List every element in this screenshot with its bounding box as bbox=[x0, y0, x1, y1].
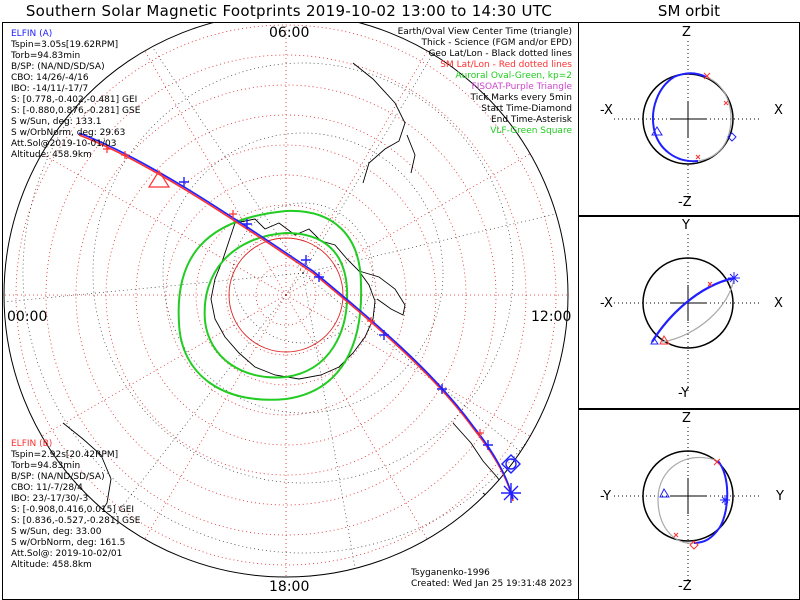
credit-text: Tsyganenko-1996 Created: Wed Jan 25 19:3… bbox=[411, 568, 572, 590]
elfin-a-line: Tspin=3.05s[19.62RPM] bbox=[11, 40, 119, 50]
elfin-a-line: S: [-0.880,0.876,-0.281] GSE bbox=[11, 106, 141, 116]
plot-title: Southern Solar Magnetic Footprints 2019-… bbox=[25, 2, 553, 20]
elfin-a-line: IBO: -14/11/-17/7 bbox=[11, 84, 89, 94]
elfin-a-line: CBO: 14/26/-4/16 bbox=[11, 73, 89, 83]
orbit-panel-xz: Z -Z -X X bbox=[578, 22, 800, 217]
axis-top: Y bbox=[682, 218, 690, 233]
hour-label-bottom: 18:00 bbox=[269, 579, 310, 595]
axis-left: -Y bbox=[600, 489, 612, 504]
geo-grid bbox=[4, 23, 568, 577]
elfin-a-line: B/SP: (NA/ND/SD/SA) bbox=[11, 62, 105, 72]
elfin-a-line: S w/OrbNorm, deg: 29.63 bbox=[11, 128, 126, 138]
elfin-b-line: CBO: 11/-7/28/4 bbox=[11, 483, 83, 493]
orbit-panel-yz: Z -Z -Y Y bbox=[578, 408, 800, 600]
elfin-a-track bbox=[78, 132, 514, 500]
legend-item: Geo Lat/Lon - Black dotted lines bbox=[428, 49, 572, 59]
africa-coastline bbox=[352, 62, 406, 184]
model-name: Tsyganenko-1996 bbox=[411, 568, 490, 578]
polar-map bbox=[3, 23, 569, 578]
elfin-b-line: Altitude: 458.8km bbox=[11, 560, 92, 570]
elfin-a-info: ELFIN (A) Tspin=3.05s[19.62RPM] Torb=94.… bbox=[11, 29, 140, 161]
legend-item: FISOAT-Purple Triangle bbox=[471, 82, 572, 92]
elfin-b-line: S: [-0.908,0.416,0.015] GEI bbox=[11, 505, 135, 515]
elfin-a-line: Att.Sol@2019-10-01/03 bbox=[11, 139, 117, 149]
elfin-a-line: Torb=94.83min bbox=[11, 51, 81, 61]
axis-top: Z bbox=[682, 411, 691, 426]
legend-item: VLF-Green Square bbox=[490, 126, 572, 136]
orbit-panel-xy: Y -Y -X X bbox=[578, 215, 800, 410]
axis-right: X bbox=[774, 296, 783, 311]
legend-item: End Time-Asterisk bbox=[490, 115, 572, 125]
elfin-b-name: ELFIN (B) bbox=[11, 439, 53, 449]
legend-item: SM Lat/Lon - Red dotted lines bbox=[440, 60, 572, 70]
elfin-b-line: Torb=94.83min bbox=[11, 461, 81, 471]
auroral-oval-inner bbox=[203, 231, 349, 379]
antarctica-coastline bbox=[210, 218, 376, 380]
created-timestamp: Created: Wed Jan 25 19:31:48 2023 bbox=[411, 579, 573, 589]
axis-right: Y bbox=[776, 489, 784, 504]
hour-label-left: 00:00 bbox=[7, 309, 48, 325]
elfin-b-line: Att.Sol@: 2019-10-02/01 bbox=[11, 549, 123, 559]
axis-right: X bbox=[774, 103, 783, 118]
orbit-b-xy bbox=[661, 277, 735, 343]
view-center-triangle bbox=[147, 169, 171, 188]
legend-item: Thick - Science (FGM and/or EPD) bbox=[421, 38, 572, 48]
elfin-b-info: ELFIN (B) Tspin=2.92s[20.42RPM] Torb=94.… bbox=[11, 439, 140, 571]
orbit-a-xz bbox=[652, 76, 699, 163]
hour-label-right: 12:00 bbox=[531, 309, 572, 325]
axis-left: -X bbox=[600, 296, 613, 311]
hour-label-top: 06:00 bbox=[269, 25, 310, 41]
orbit-b-yz bbox=[657, 456, 719, 544]
legend-item: Earth/Oval View Center Time (triangle) bbox=[397, 27, 572, 37]
elfin-a-line: S w/Sun, deg: 133.1 bbox=[11, 117, 102, 127]
legend-item: Tick Marks every 5min bbox=[470, 93, 572, 103]
elfin-a-line: S: [0.778,-0.402,-0.481] GEI bbox=[11, 95, 138, 105]
elfin-b-line: IBO: 23/-17/30/-3 bbox=[11, 494, 89, 504]
footprint-map-panel: 06:00 00:00 12:00 18:00 ELFIN (A) Tspin=… bbox=[2, 22, 579, 600]
axis-top: Z bbox=[682, 25, 691, 40]
orbit-panel-title: SM orbit bbox=[657, 2, 721, 20]
elfin-b-line: S: [0.836,-0.527,-0.281] GSE bbox=[11, 516, 141, 526]
elfin-b-line: B/SP: (NA/ND/SD/SA) bbox=[11, 472, 105, 482]
elfin-a-line: Altitude: 458.9km bbox=[11, 150, 92, 160]
axis-bottom: -Z bbox=[678, 579, 692, 594]
elfin-b-track bbox=[78, 134, 514, 502]
elfin-b-ticks bbox=[229, 210, 484, 437]
orbit-a-xy bbox=[651, 276, 735, 343]
elfin-a-name: ELFIN (A) bbox=[11, 29, 53, 39]
antarctic-peninsula bbox=[358, 270, 406, 316]
axis-left: -X bbox=[600, 103, 613, 118]
elfin-b-line: S w/OrbNorm, deg: 161.5 bbox=[11, 538, 126, 548]
sm-lon-lines bbox=[4, 23, 568, 577]
elfin-b-line: Tspin=2.92s[20.42RPM] bbox=[11, 450, 119, 460]
elfin-b-line: S w/Sun, deg: 33.00 bbox=[11, 527, 102, 537]
orbit-a-yz bbox=[693, 460, 729, 544]
legend-item: Start Time-Diamond bbox=[481, 104, 572, 114]
auroral-oval-outer bbox=[177, 209, 363, 401]
end-asterisk bbox=[501, 483, 521, 503]
map-legend: Earth/Oval View Center Time (triangle) T… bbox=[398, 27, 572, 137]
legend-item: Auroral Oval-Green, kp=2 bbox=[455, 71, 572, 81]
start-diamond bbox=[501, 454, 521, 474]
axis-bottom: -Y bbox=[678, 386, 690, 401]
axis-bottom: -Z bbox=[678, 195, 692, 210]
elfin-a-ticks bbox=[179, 177, 493, 450]
